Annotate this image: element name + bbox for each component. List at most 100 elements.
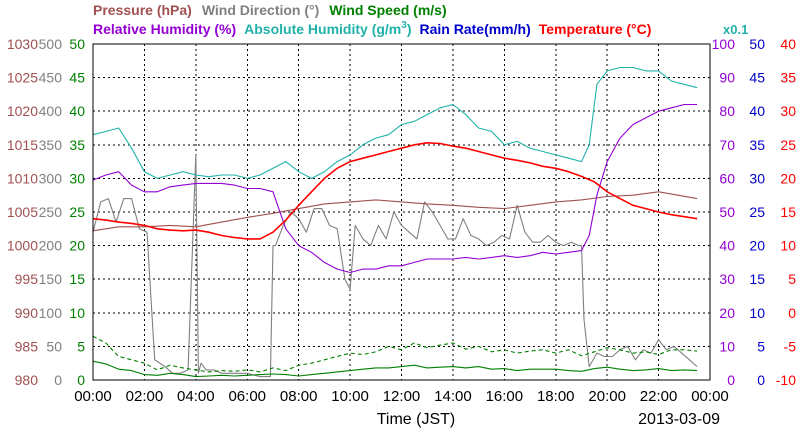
axis-tick-pressure: 1000	[7, 238, 38, 254]
legend-row2-item-2: Rain Rate(mm/h)	[420, 21, 531, 37]
grid	[93, 44, 710, 380]
axis-tick-wind-speed: 35	[69, 137, 85, 153]
axis-tick-wind-direction: 100	[39, 305, 63, 321]
axis-tick-temperature: -10	[776, 372, 796, 388]
axis-tick-humidity: 50	[719, 204, 735, 220]
x-tick-label: 10:00	[331, 388, 369, 405]
axis-tick-rain-rate: 40	[749, 103, 765, 119]
axis-tick-wind-speed: 45	[69, 70, 85, 86]
x-axis-label: Time (JST)	[377, 411, 456, 428]
axis-tick-pressure: 1015	[7, 137, 38, 153]
x-tick-label: 12:00	[383, 388, 421, 405]
axis-tick-rain-rate: 25	[749, 204, 765, 220]
axis-tick-wind-speed: 30	[69, 170, 85, 186]
axis-tick-wind-speed: 20	[69, 238, 85, 254]
axis-tick-rain-rate: 45	[749, 70, 765, 86]
x-tick-label: 00:00	[74, 388, 112, 405]
axis-tick-pressure: 1025	[7, 70, 38, 86]
series-layer	[92, 66, 698, 381]
series-line-absolute-humidity-g-m3	[92, 66, 698, 179]
axis-tick-humidity: 10	[719, 338, 735, 354]
scale-note: x0.1	[723, 22, 748, 37]
axis-tick-wind-direction: 400	[39, 103, 63, 119]
axis-tick-rain-rate: 50	[749, 36, 765, 52]
series-line-relative-humidity	[92, 103, 698, 274]
plot-border	[92, 43, 711, 381]
x-tick-label: 04:00	[177, 388, 215, 405]
axis-tick-wind-speed: 50	[69, 36, 85, 52]
x-tick-label: 20:00	[588, 388, 626, 405]
legend-row2-item-3: Temperature (°C)	[539, 21, 652, 37]
axis-tick-temperature: -5	[784, 338, 797, 354]
axis-tick-temperature: 10	[780, 238, 796, 254]
axis-tick-humidity: 0	[727, 372, 735, 388]
axis-tick-temperature: 5	[788, 271, 796, 287]
date-label: 2013-03-09	[638, 411, 720, 428]
axis-tick-pressure: 1020	[7, 103, 38, 119]
axis-tick-humidity: 100	[712, 36, 736, 52]
axes-layer: 1030102510201015101010051000995990985980…	[7, 36, 796, 405]
axis-tick-wind-direction: 50	[46, 338, 62, 354]
legend-row1-item-0: Pressure (hPa)	[93, 2, 192, 18]
axis-tick-temperature: 35	[780, 70, 796, 86]
axis-tick-temperature: 20	[780, 170, 796, 186]
axis-tick-humidity: 80	[719, 103, 735, 119]
axis-tick-rain-rate: 15	[749, 271, 765, 287]
axis-tick-temperature: 30	[780, 103, 796, 119]
axis-tick-wind-direction: 0	[54, 372, 62, 388]
axis-tick-pressure: 1005	[7, 204, 38, 220]
axis-tick-pressure: 1010	[7, 170, 38, 186]
legend: Pressure (hPa) Wind Direction (°) Wind Spe…	[93, 2, 748, 37]
axis-tick-pressure: 980	[15, 372, 39, 388]
axis-tick-temperature: 40	[780, 36, 796, 52]
x-tick-label: 14:00	[434, 388, 472, 405]
axis-tick-wind-direction: 500	[39, 36, 63, 52]
legend-row2-item-1-close: )	[407, 21, 412, 37]
legend-row2-item-0: Relative Humidity (%)	[93, 21, 236, 37]
axis-tick-wind-direction: 150	[39, 271, 63, 287]
axis-tick-rain-rate: 35	[749, 137, 765, 153]
axis-tick-wind-speed: 10	[69, 305, 85, 321]
axis-tick-humidity: 20	[719, 305, 735, 321]
axis-tick-wind-direction: 250	[39, 204, 63, 220]
axis-tick-humidity: 40	[719, 238, 735, 254]
plot-frame	[92, 43, 711, 381]
series-line-wind-speed-m-s-gust	[92, 335, 698, 373]
axis-tick-humidity: 90	[719, 70, 735, 86]
legend-row1-item-2: Wind Speed (m/s)	[329, 2, 446, 18]
axis-tick-wind-speed: 40	[69, 103, 85, 119]
x-tick-label: 06:00	[228, 388, 266, 405]
axis-tick-pressure: 995	[15, 271, 39, 287]
axis-tick-temperature: 0	[788, 305, 796, 321]
axis-tick-temperature: 15	[780, 204, 796, 220]
x-tick-label: 00:00	[691, 388, 729, 405]
legend-row1-item-1: Wind Direction (°)	[202, 2, 319, 18]
axis-tick-rain-rate: 5	[757, 338, 765, 354]
axis-tick-pressure: 985	[15, 338, 39, 354]
axis-tick-wind-direction: 450	[39, 70, 63, 86]
axis-tick-wind-speed: 15	[69, 271, 85, 287]
axis-tick-wind-speed: 5	[77, 338, 85, 354]
axis-tick-temperature: 25	[780, 137, 796, 153]
x-tick-label: 22:00	[640, 388, 678, 405]
axis-tick-wind-direction: 200	[39, 238, 63, 254]
axis-tick-pressure: 1030	[7, 36, 38, 52]
x-tick-label: 18:00	[537, 388, 575, 405]
x-tick-label: 16:00	[486, 388, 524, 405]
axis-tick-pressure: 990	[15, 305, 39, 321]
axis-tick-humidity: 70	[719, 137, 735, 153]
series-line-temperature-c	[92, 142, 698, 240]
series-line-wind-speed-m-s	[92, 360, 698, 378]
axis-tick-rain-rate: 10	[749, 305, 765, 321]
legend-row2-item-1-superscript: 3	[401, 20, 407, 31]
axis-tick-wind-direction: 350	[39, 137, 63, 153]
axis-tick-humidity: 30	[719, 271, 735, 287]
series-line-pressure-hpa	[92, 191, 698, 232]
axis-tick-rain-rate: 0	[757, 372, 765, 388]
axis-tick-wind-direction: 300	[39, 170, 63, 186]
axis-tick-wind-speed: 0	[77, 372, 85, 388]
axis-tick-humidity: 60	[719, 170, 735, 186]
legend-row2-item-1: Absolute Humidity (g/m3)	[244, 20, 411, 37]
